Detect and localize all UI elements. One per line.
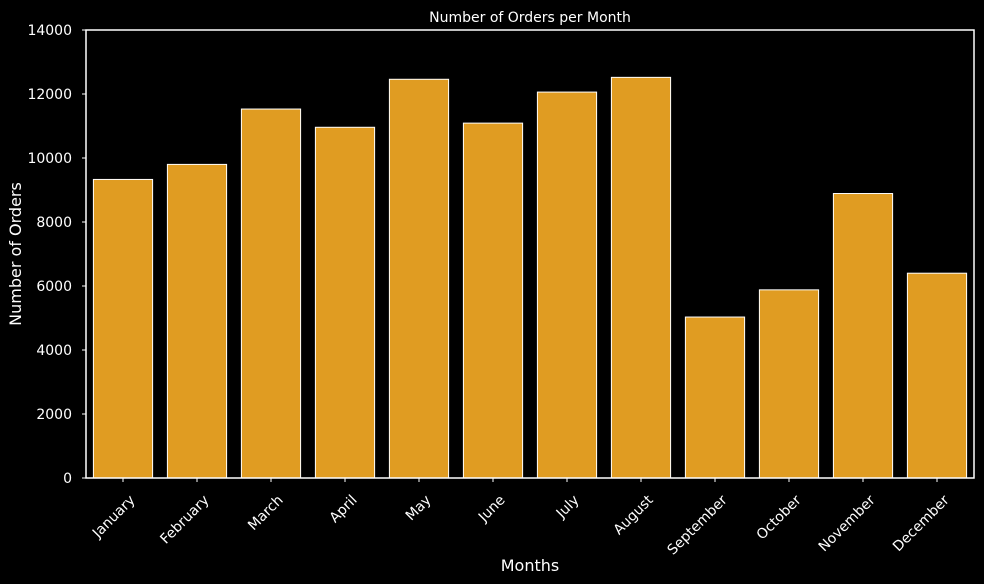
- x-tick-label-march: March: [245, 492, 286, 533]
- x-tick-label-august: August: [611, 492, 657, 538]
- y-tick-label: 8000: [36, 215, 72, 231]
- bar-november: [832, 193, 894, 479]
- x-tick-label-february: February: [157, 492, 212, 547]
- y-axis-title: Number of Orders: [6, 182, 25, 326]
- x-tick-label-july: July: [553, 492, 583, 522]
- bar-january: [92, 178, 154, 479]
- x-tick-label-january: January: [89, 492, 139, 542]
- chart-title: Number of Orders per Month: [429, 10, 631, 26]
- x-tick-label-april: April: [327, 492, 361, 526]
- x-tick-label-may: May: [403, 492, 435, 524]
- x-tick-label-september: September: [665, 492, 731, 558]
- bar-october: [758, 289, 820, 479]
- plot-frame: [85, 29, 975, 479]
- y-tick-label: 0: [63, 471, 72, 487]
- x-tick-label-october: October: [754, 492, 805, 543]
- bar-february: [166, 163, 228, 479]
- x-tick-label-december: December: [890, 492, 953, 555]
- x-tick-label-november: November: [816, 492, 879, 555]
- bar-september: [684, 316, 746, 479]
- bar-july: [536, 91, 598, 479]
- x-tick-label-june: June: [475, 492, 509, 526]
- x-axis-title: Months: [501, 556, 559, 575]
- bar-may: [388, 78, 450, 479]
- y-tick-label: 14000: [27, 23, 72, 39]
- bar-april: [314, 126, 376, 479]
- bar-june: [462, 122, 524, 479]
- y-tick-label: 6000: [36, 279, 72, 295]
- bar-december: [906, 272, 968, 479]
- bar-august: [610, 76, 672, 479]
- y-tick-label: 12000: [27, 87, 72, 103]
- bar-march: [240, 108, 302, 479]
- y-axis-ticks: 0 2000 4000 6000 8000 10000 12000 14000: [27, 23, 86, 487]
- y-tick-label: 4000: [36, 343, 72, 359]
- bars-group: [92, 76, 968, 479]
- y-tick-label: 2000: [36, 407, 72, 423]
- x-axis-ticks: January February March April May June July Augu…: [89, 478, 953, 558]
- y-tick-label: 10000: [27, 151, 72, 167]
